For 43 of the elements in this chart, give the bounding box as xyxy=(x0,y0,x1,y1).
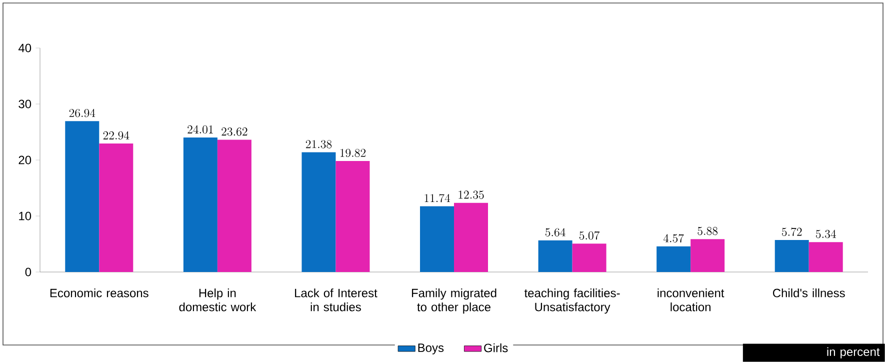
bar xyxy=(808,242,843,272)
bar xyxy=(65,121,100,272)
bar xyxy=(183,138,218,272)
bar xyxy=(572,244,606,272)
legend-label: Girls xyxy=(484,343,508,352)
data-label: 21 .38 xyxy=(306,140,332,148)
data-label: 5.72 xyxy=(782,228,802,236)
data-label: 4.57 xyxy=(663,234,684,242)
x-tick-label: inconvenient location xyxy=(658,288,724,312)
bar xyxy=(420,206,454,272)
y-tick-label: 20 xyxy=(18,156,32,164)
y-tick-label: 0 xyxy=(25,268,32,276)
bar xyxy=(454,202,488,272)
x-tick-label: Lack of Interest in studies xyxy=(295,288,378,312)
legend-label: Boys xyxy=(418,344,444,354)
data-label: 24.01 xyxy=(188,125,213,134)
x-tick-label: teaching facilities- Unsatisfactory xyxy=(524,288,620,314)
bar xyxy=(656,246,691,272)
bar xyxy=(99,144,134,272)
data-label: 11 .74 xyxy=(424,194,450,202)
data-label: 19.82 xyxy=(340,148,366,158)
data-label: 5.07 xyxy=(579,231,600,240)
bar xyxy=(217,140,252,272)
y-tick-label: 30 xyxy=(18,100,32,108)
data-label: 5.34 xyxy=(816,230,836,238)
bar xyxy=(690,239,725,272)
data-label: 5.64 xyxy=(545,228,566,236)
x-tick-label: Family migrated to other place xyxy=(412,288,496,314)
bar xyxy=(538,240,572,272)
data-label: 22.94 xyxy=(103,131,130,140)
data-label: 5.88 xyxy=(698,226,718,236)
bar xyxy=(336,161,370,272)
y-tick-label: 40 xyxy=(18,44,32,52)
x-tick-label: Child's illness xyxy=(772,288,845,298)
x-tick-label: Help in domestic work xyxy=(179,288,256,312)
data-label: 12.35 xyxy=(458,190,484,199)
bar xyxy=(302,152,336,272)
bar xyxy=(774,240,809,272)
x-tick-label: Economic reasons xyxy=(50,288,148,298)
y-tick-label: 10 xyxy=(19,212,32,220)
text: in percent xyxy=(827,347,880,358)
data-label: 23.62 xyxy=(222,128,248,136)
data-label: 26.94 xyxy=(69,108,96,118)
